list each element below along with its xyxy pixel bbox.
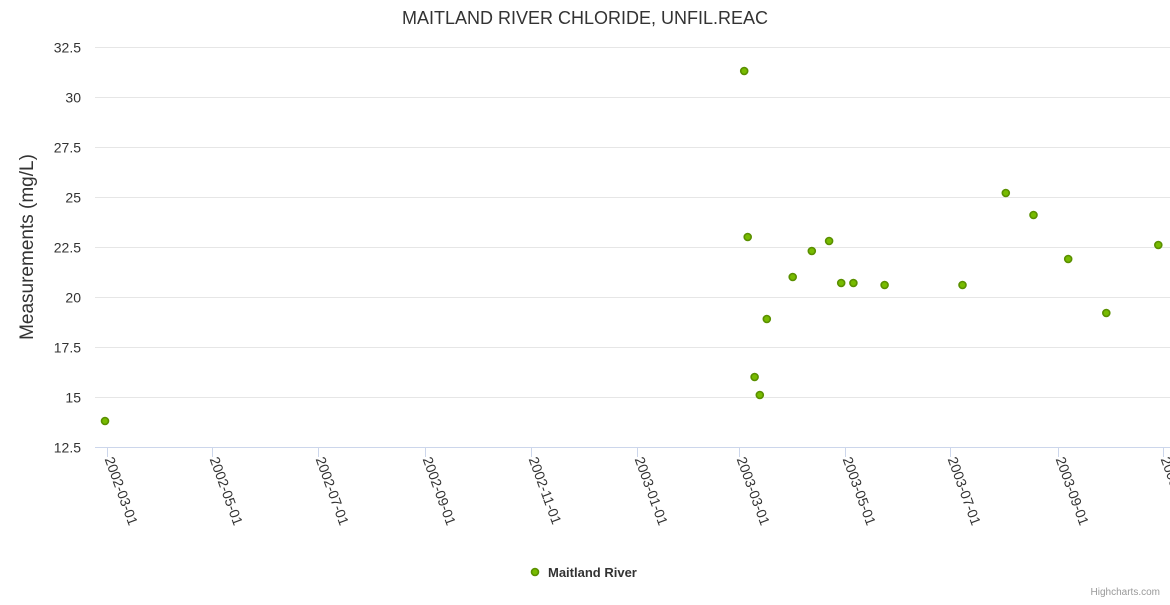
y-tick-label: 17.5 — [54, 340, 81, 356]
y-axis: 12.5 15 17.5 20 22.5 25 27.5 30 32.5 — [54, 40, 81, 456]
data-point[interactable] — [849, 278, 858, 288]
data-point[interactable] — [739, 66, 749, 76]
x-tick-label: 2003-01-01 — [632, 455, 672, 528]
y-tick-label: 12.5 — [54, 440, 81, 456]
y-tick-label: 25 — [65, 190, 81, 206]
data-point[interactable] — [762, 314, 772, 324]
y-tick-label: 32.5 — [54, 40, 81, 56]
data-point[interactable] — [1029, 210, 1038, 220]
legend-marker — [530, 567, 540, 577]
data-point[interactable] — [1001, 188, 1011, 198]
data-point[interactable] — [100, 416, 110, 426]
data-point[interactable] — [807, 246, 817, 256]
x-tick-label: 2003-05-01 — [840, 455, 880, 528]
x-tick-label: 2003-07-01 — [945, 455, 985, 528]
x-tick-label: 2003-11-01 — [1158, 455, 1170, 527]
x-tick-label: 2002-11-01 — [526, 455, 565, 527]
data-point[interactable] — [1102, 308, 1111, 318]
y-tick-label: 20 — [65, 290, 81, 306]
x-tick-label: 2002-09-01 — [420, 455, 460, 528]
data-point[interactable] — [1063, 254, 1073, 264]
data-point[interactable] — [743, 232, 753, 242]
chart-title: MAITLAND RIVER CHLORIDE, UNFIL.REAC — [402, 8, 768, 28]
x-tick-label: 2003-03-01 — [734, 455, 774, 528]
data-point[interactable] — [750, 372, 759, 382]
data-point[interactable] — [755, 390, 765, 400]
x-tick-label: 2003-09-01 — [1053, 455, 1093, 528]
x-tick-label: 2002-03-01 — [102, 455, 142, 528]
y-tick-label: 22.5 — [54, 240, 81, 256]
x-tick-label: 2002-07-01 — [313, 455, 353, 528]
y-tick-label: 27.5 — [54, 140, 81, 156]
x-axis: 2002-03-01 2002-05-01 2002-07-01 2002-09-01… — [95, 447, 1170, 528]
data-point[interactable] — [958, 280, 967, 290]
data-points — [100, 66, 1163, 426]
legend-label: Maitland River — [548, 565, 637, 580]
grid-layer — [95, 47, 1170, 398]
data-point[interactable] — [880, 280, 889, 290]
data-point[interactable] — [788, 272, 798, 282]
data-point[interactable] — [836, 278, 846, 288]
credits-link[interactable]: Highcharts.com — [1091, 587, 1160, 598]
y-axis-label: Measurements (mg/L) — [17, 154, 38, 340]
x-tick-label: 2002-05-01 — [207, 455, 247, 528]
legend[interactable]: Maitland River — [530, 565, 637, 580]
y-tick-label: 30 — [65, 90, 81, 106]
data-point[interactable] — [1154, 240, 1163, 250]
y-tick-label: 15 — [65, 390, 81, 406]
data-point[interactable] — [824, 236, 834, 246]
